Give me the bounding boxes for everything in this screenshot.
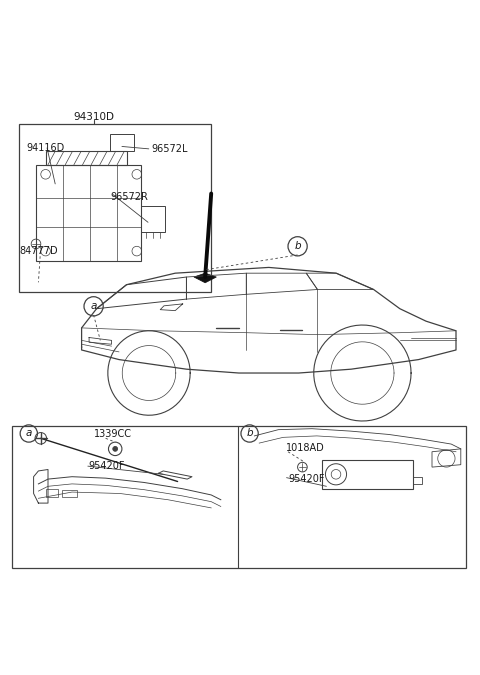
Text: 96572L: 96572L [151,144,188,154]
Text: b: b [294,241,301,251]
Circle shape [113,446,118,452]
Text: 95420F: 95420F [288,474,324,484]
Text: a: a [90,301,97,311]
Text: 1018AD: 1018AD [286,443,324,453]
Text: 95420F: 95420F [89,461,125,471]
Polygon shape [194,273,216,283]
Text: 94310D: 94310D [73,111,114,121]
Text: a: a [25,429,32,439]
Text: 1339CC: 1339CC [94,429,132,439]
Text: 84777D: 84777D [19,246,58,256]
Text: b: b [246,429,253,439]
Text: 94116D: 94116D [26,143,65,153]
Text: 96572R: 96572R [110,192,148,202]
